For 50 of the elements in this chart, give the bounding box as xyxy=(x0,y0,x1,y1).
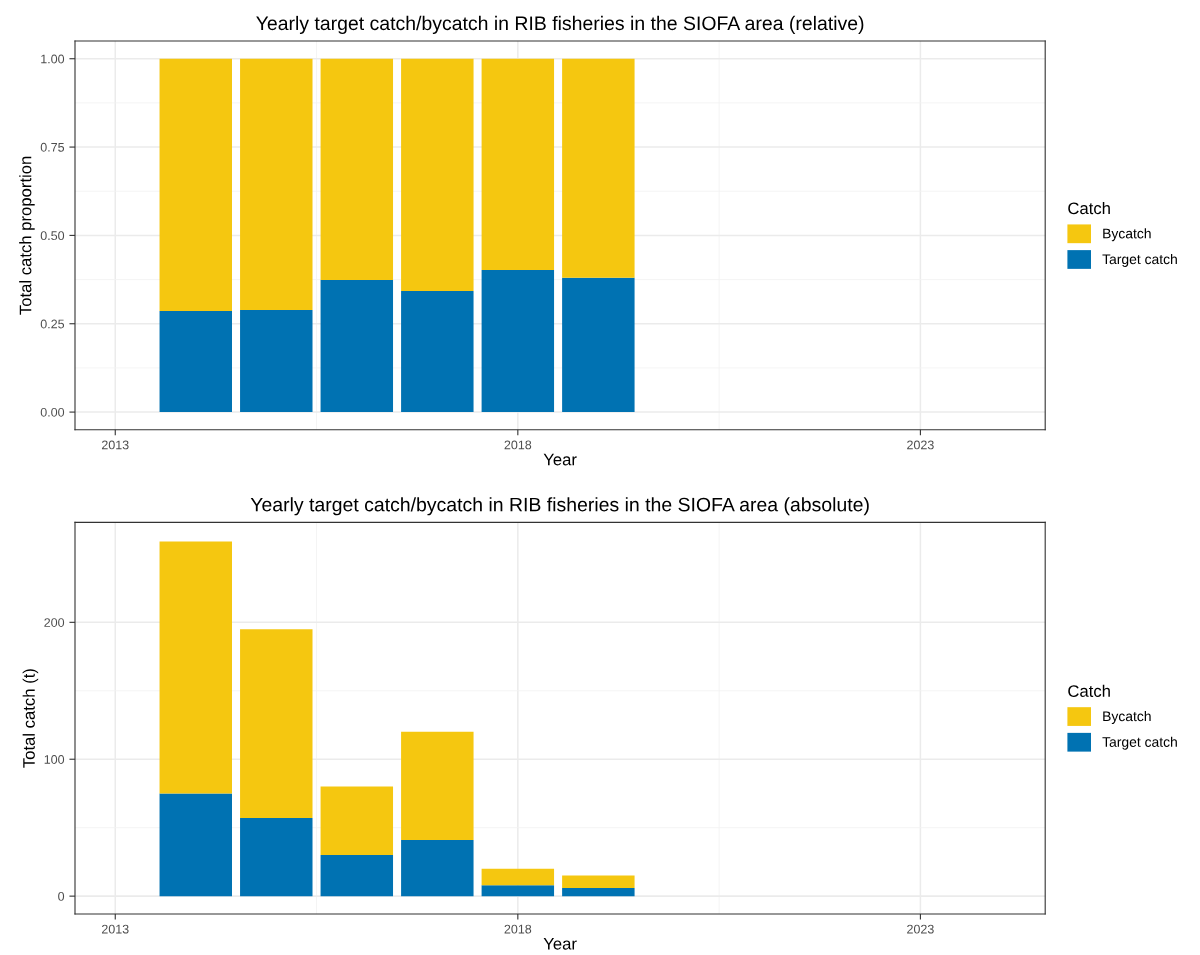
bar xyxy=(240,818,313,897)
chart-title: Yearly target catch/bycatch in RIB fisheries in the SIOFA area (relative) xyxy=(256,15,864,34)
legend-label: Target catch xyxy=(1102,736,1177,750)
bar xyxy=(320,58,394,280)
bar xyxy=(240,309,313,413)
y-tick-label: 0.50 xyxy=(40,231,65,241)
legend-title: Catch xyxy=(1068,201,1110,215)
chart-title: Yearly target catch/bycatch in RIB fisheries in the SIOFA area (absolute) xyxy=(250,497,869,516)
y-tick-label: 0.00 xyxy=(40,407,65,417)
bar xyxy=(320,855,394,897)
bar xyxy=(562,277,635,413)
bar xyxy=(159,793,232,897)
y-tick-label: 0 xyxy=(58,891,65,901)
bar xyxy=(481,270,555,413)
y-tick-label: 200 xyxy=(44,618,65,627)
bar xyxy=(562,875,635,888)
y-tick-label: 1.00 xyxy=(41,54,65,64)
bar xyxy=(320,786,394,856)
bar xyxy=(401,840,474,897)
bar xyxy=(159,311,232,413)
y-tick-label: 0.25 xyxy=(40,319,65,329)
legend-label: Bycatch xyxy=(1103,711,1151,724)
bar xyxy=(481,885,555,897)
bar xyxy=(159,58,232,312)
legend-label: Bycatch xyxy=(1103,228,1151,242)
bar xyxy=(401,290,474,413)
x-tick-label: 2018 xyxy=(504,440,532,450)
bar xyxy=(481,868,555,886)
bar xyxy=(240,58,313,310)
bar xyxy=(159,541,232,794)
bar xyxy=(401,58,474,291)
bar xyxy=(240,629,313,819)
bar xyxy=(320,279,394,413)
y-axis-title: Total catch proportion xyxy=(19,156,35,315)
bar xyxy=(401,731,474,841)
y-axis-title: Total catch (t) xyxy=(22,669,39,768)
bar xyxy=(481,58,555,271)
x-tick-label: 2013 xyxy=(101,440,129,450)
y-tick-label: 0.75 xyxy=(40,142,65,152)
x-axis-title: Year xyxy=(543,453,577,466)
bar xyxy=(562,887,635,897)
x-axis-title: Year xyxy=(543,938,577,950)
legend-label: Target catch xyxy=(1102,253,1177,267)
legend-title: Catch xyxy=(1068,684,1110,697)
y-tick-label: 100 xyxy=(44,755,65,764)
x-tick-label: 2023 xyxy=(907,924,934,934)
bar xyxy=(562,58,635,278)
x-tick-label: 2013 xyxy=(101,924,129,934)
x-tick-label: 2018 xyxy=(504,924,532,934)
x-tick-label: 2023 xyxy=(907,440,934,450)
